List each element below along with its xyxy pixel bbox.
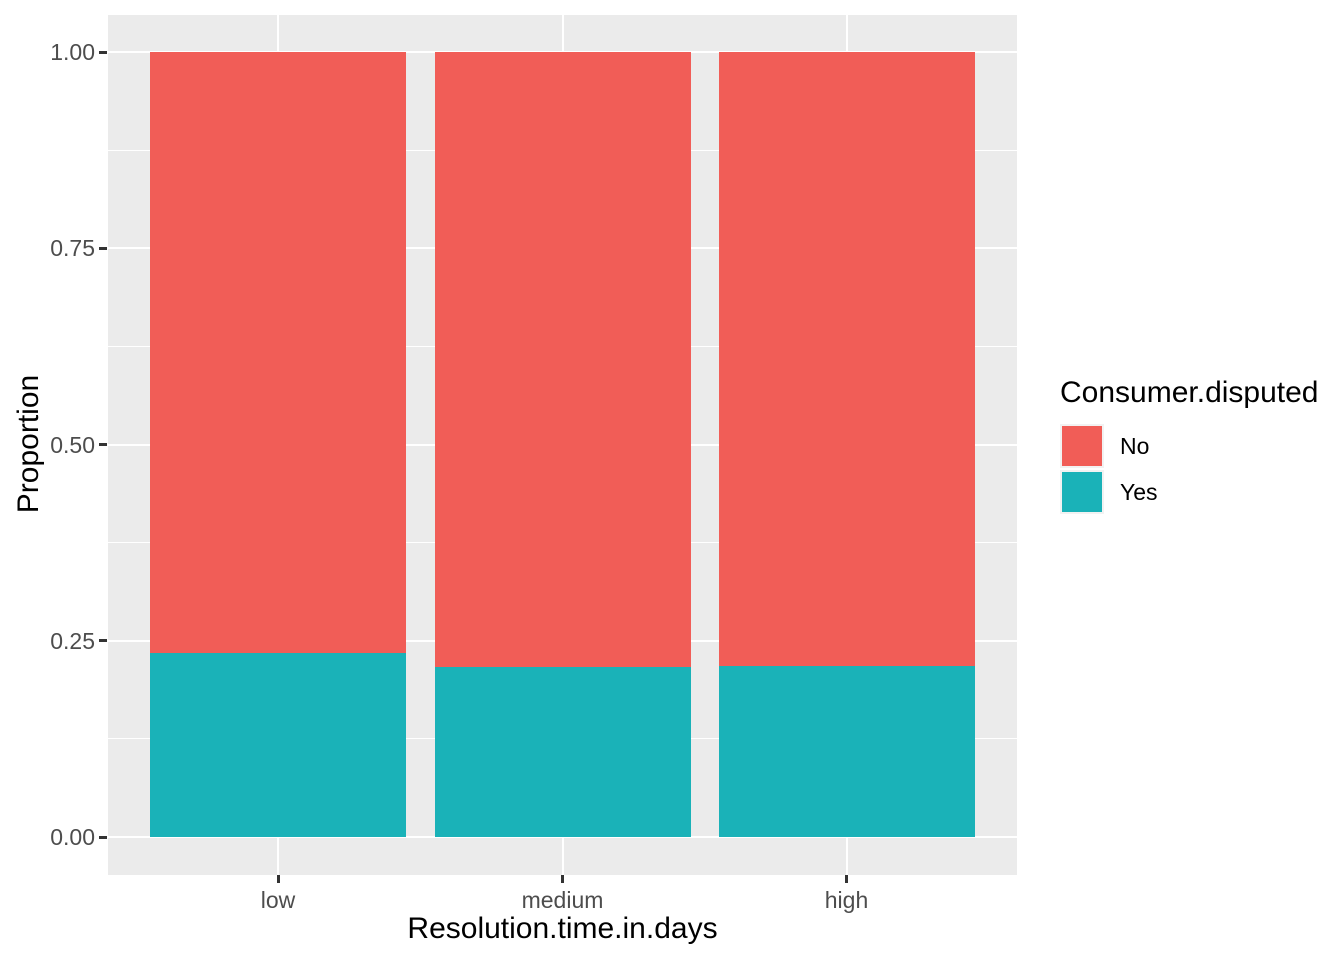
y-tick-mark (99, 443, 107, 446)
plot-panel (108, 15, 1017, 875)
legend: Consumer.disputed No Yes (1060, 376, 1319, 516)
x-axis-title: Resolution.time.in.days (407, 912, 718, 945)
bar-segment-no-high (718, 52, 975, 666)
x-tick-label: high (824, 887, 869, 913)
y-axis-title: Proportion (12, 374, 45, 514)
y-tick-mark (99, 835, 107, 839)
x-tick-label: low (260, 887, 296, 913)
legend-items: No Yes (1060, 424, 1319, 514)
bar-segment-no-medium (434, 52, 691, 668)
y-tick-label: 0.50 (50, 431, 95, 458)
legend-item-label: No (1120, 432, 1150, 459)
bar-segment-yes-medium (434, 667, 691, 837)
gridline-y-major (108, 836, 1017, 838)
legend-title: Consumer.disputed (1060, 376, 1319, 409)
y-tick-label: 0.25 (50, 627, 95, 654)
x-tick-mark (845, 875, 848, 883)
x-tick-label: medium (521, 887, 604, 913)
x-tick-mark (561, 875, 564, 883)
legend-item-label: Yes (1120, 478, 1158, 505)
legend-key-swatch (1060, 424, 1104, 468)
y-tick-label: 0.00 (50, 824, 95, 850)
bar-segment-yes-low (150, 652, 406, 837)
y-tick-mark (99, 639, 107, 643)
y-tick-mark (99, 50, 107, 54)
y-tick-label: 1.00 (50, 39, 95, 65)
legend-item-no: No (1060, 424, 1319, 468)
y-tick-label: 0.75 (50, 235, 95, 262)
legend-item-yes: Yes (1060, 470, 1319, 514)
legend-key-swatch (1060, 470, 1104, 514)
bar-segment-yes-high (718, 665, 975, 837)
y-tick-mark (99, 246, 107, 250)
bar-segment-no-low (150, 52, 406, 653)
x-tick-mark (276, 875, 280, 883)
